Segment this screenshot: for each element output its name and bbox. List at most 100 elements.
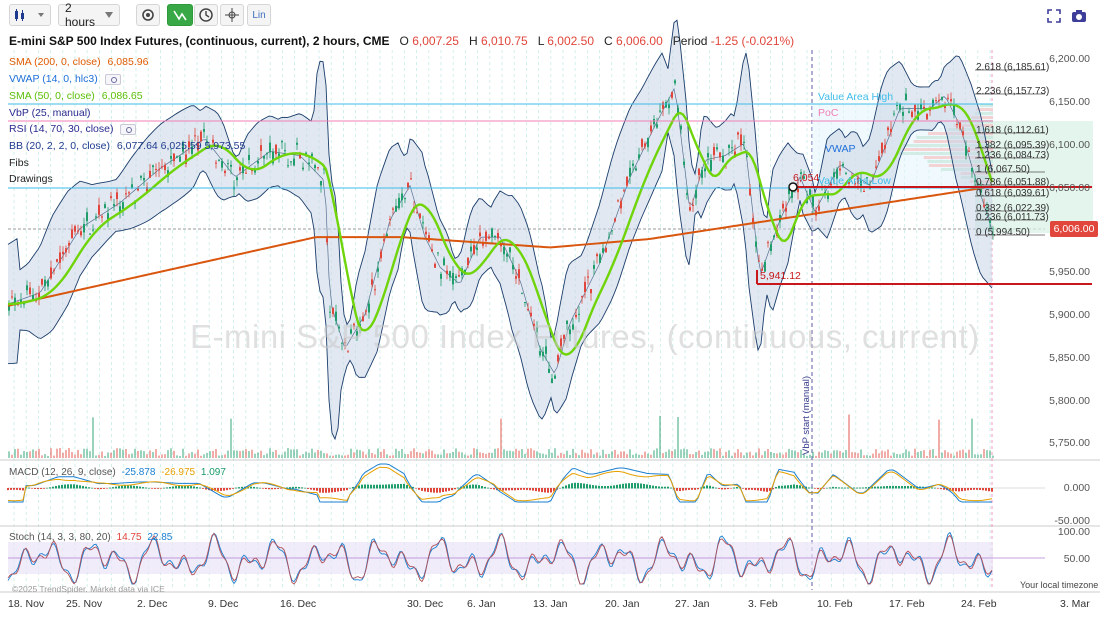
- volume-bar: [845, 450, 847, 458]
- visibility-eye-icon[interactable]: [120, 123, 137, 135]
- volume-bar: [977, 454, 979, 458]
- candle-body: [977, 183, 979, 185]
- macd-histogram-bar: [688, 488, 690, 490]
- candle-body: [632, 163, 634, 166]
- volume-bar: [737, 449, 739, 458]
- macd-legend[interactable]: MACD (12, 26, 9, close) -25.878 -26.975 …: [9, 466, 226, 479]
- volume-bar: [119, 448, 121, 458]
- volume-bar: [395, 448, 397, 458]
- macd-histogram-bar: [10, 488, 12, 490]
- volume-bar: [143, 451, 145, 458]
- macd-histogram-bar: [484, 486, 486, 489]
- candle-body: [431, 249, 433, 252]
- settings-button[interactable]: [136, 4, 160, 26]
- volume-bar: [539, 453, 541, 458]
- macd-histogram-bar: [898, 486, 900, 489]
- legend-sma200[interactable]: SMA (200, 0, close) 6,085.96: [9, 56, 148, 69]
- fib-level-label: 0.382 (6,022.39): [976, 203, 1050, 214]
- candle-body: [290, 161, 292, 163]
- candle-body: [692, 204, 694, 206]
- legend-drawings[interactable]: Drawings: [9, 173, 53, 185]
- macd-histogram-bar: [508, 488, 510, 491]
- macd-histogram-value: 1.097: [200, 467, 226, 478]
- volume-bar: [938, 419, 940, 458]
- candle-body: [29, 287, 31, 295]
- volume-bar: [704, 451, 706, 458]
- macd-histogram-bar: [547, 488, 549, 493]
- visibility-eye-icon[interactable]: [104, 73, 121, 85]
- candle-body: [752, 218, 754, 223]
- time-axis-label: 25. Nov: [66, 598, 103, 610]
- legend-bb[interactable]: BB (20, 2, 2, 0, close) 6,077.64 6,025.5…: [9, 140, 245, 153]
- macd-histogram-bar: [538, 488, 540, 492]
- candle-body: [137, 187, 139, 191]
- volume-bar: [371, 453, 373, 458]
- candle-body: [239, 167, 241, 171]
- sma200-line: [7, 185, 993, 307]
- crosshair-button[interactable]: [220, 4, 244, 26]
- replay-button[interactable]: [194, 4, 218, 26]
- legend-vbp[interactable]: VbP (25, manual): [9, 107, 91, 120]
- macd-histogram-bar: [751, 488, 753, 490]
- macd-histogram-bar: [58, 485, 60, 489]
- fib-level-label: 0.618 (6,039.61): [976, 188, 1050, 199]
- volume-bar: [428, 449, 430, 458]
- candle-body: [185, 154, 187, 164]
- volume-bar: [380, 451, 382, 458]
- macd-histogram-bar: [418, 488, 420, 490]
- timeframe-dropdown[interactable]: 2 hours: [58, 1, 120, 29]
- volume-bar: [560, 452, 562, 458]
- macd-histogram-bar: [763, 488, 765, 492]
- macd-histogram-bar: [859, 487, 861, 489]
- macd-histogram-bar: [190, 486, 192, 489]
- macd-histogram-bar: [835, 487, 837, 489]
- legend-vwap[interactable]: VWAP (14, 0, hlc3): [9, 73, 121, 86]
- volume-bar: [242, 450, 244, 458]
- chart-type-dropdown[interactable]: [9, 4, 51, 26]
- macd-histogram-bar: [253, 486, 255, 489]
- fib-level-label: 1.618 (6,112.61): [976, 125, 1049, 136]
- macd-histogram-bar: [349, 487, 351, 489]
- macd-histogram-bar: [493, 488, 495, 490]
- macd-histogram-bar: [397, 484, 399, 489]
- macd-histogram-bar: [760, 488, 762, 491]
- snapshot-button[interactable]: [1071, 9, 1087, 26]
- macd-histogram-bar: [745, 488, 747, 490]
- time-axis-label: 24. Feb: [961, 598, 997, 610]
- stoch-legend[interactable]: Stoch (14, 3, 3, 80, 20) 14.75 22.85: [9, 531, 172, 544]
- macd-histogram-bar: [679, 488, 681, 492]
- macd-histogram-bar: [550, 488, 552, 493]
- macd-histogram-bar: [313, 488, 315, 491]
- scale-toggle-button[interactable]: Lin: [247, 4, 271, 26]
- candle-body: [236, 177, 238, 181]
- vbp-start-label: VbP start (manual): [801, 375, 812, 455]
- volume-bar: [668, 449, 670, 458]
- candle-body: [518, 269, 520, 279]
- candle-body: [395, 205, 397, 212]
- macd-histogram-bar: [61, 484, 63, 489]
- auto-trendlines-button[interactable]: [167, 4, 193, 26]
- volume-bar: [212, 450, 214, 458]
- candle-body: [590, 289, 592, 294]
- candle-body: [839, 168, 841, 171]
- legend-fibs[interactable]: Fibs: [9, 157, 29, 169]
- macd-histogram-bar: [163, 487, 165, 489]
- volume-bar: [296, 449, 298, 458]
- macd-histogram-bar: [808, 487, 810, 489]
- volume-bar: [485, 453, 487, 458]
- macd-histogram-bar: [337, 488, 339, 492]
- fullscreen-button[interactable]: [1047, 9, 1061, 26]
- stoch-label: Stoch (14, 3, 3, 80, 20): [9, 532, 111, 543]
- volume-bar: [500, 418, 502, 458]
- legend-sma50[interactable]: SMA (50, 0, close) 6,086.65: [9, 90, 143, 103]
- volume-bar: [680, 449, 682, 458]
- volume-bar: [398, 451, 400, 458]
- macd-histogram-bar: [703, 486, 705, 489]
- timezone-label[interactable]: Your local timezone: [1020, 580, 1099, 590]
- macd-histogram-bar: [742, 488, 744, 489]
- legend-rsi[interactable]: RSI (14, 70, 30, close): [9, 123, 137, 136]
- macd-histogram-bar: [430, 488, 432, 493]
- candle-body: [935, 100, 937, 102]
- volume-bar: [155, 449, 157, 458]
